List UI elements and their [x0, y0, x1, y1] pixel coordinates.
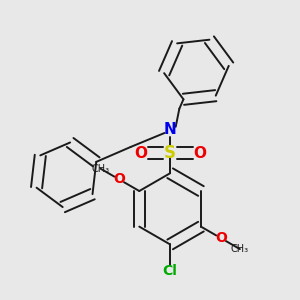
- Text: N: N: [164, 122, 176, 137]
- Text: CH₃: CH₃: [91, 164, 110, 174]
- Text: methoxy: methoxy: [89, 163, 95, 165]
- Text: Cl: Cl: [163, 264, 178, 278]
- Text: S: S: [164, 144, 176, 162]
- Text: O: O: [193, 146, 206, 160]
- Text: O: O: [215, 231, 227, 245]
- Text: CH₃: CH₃: [231, 244, 249, 254]
- Text: O: O: [113, 172, 125, 186]
- Text: O: O: [134, 146, 147, 160]
